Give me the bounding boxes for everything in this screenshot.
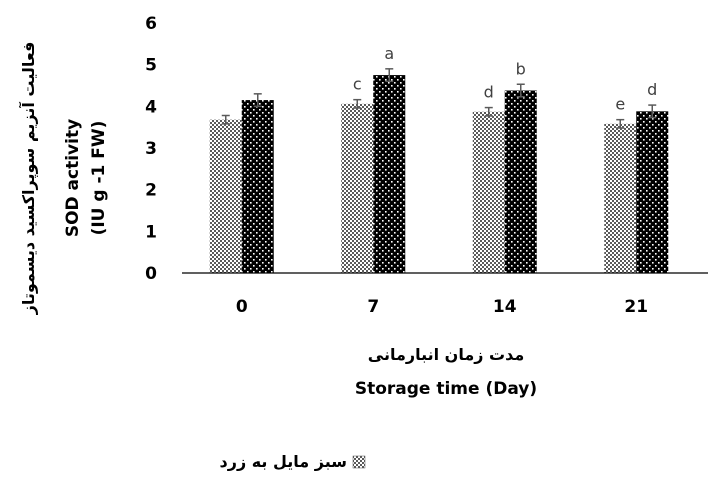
- y-axis-title-persian: فعالیت آنزیم سوپراکسید دیسموتاز: [18, 42, 39, 316]
- x-axis-title-persian: مدت زمان انبارمانی: [368, 345, 525, 364]
- x-axis-ticks: 0 7 14 21: [236, 297, 648, 317]
- bar-series-1: [604, 123, 637, 273]
- bar-series-1: [209, 119, 242, 274]
- x-axis-title-english: Storage time (Day): [355, 379, 537, 399]
- bar-series-2: [373, 75, 406, 273]
- significance-label: a: [384, 44, 394, 63]
- error-bars: [221, 68, 657, 129]
- y-axis-title-english-2: (IU g -1 FW): [89, 121, 109, 236]
- y-tick-label: 2: [145, 181, 157, 201]
- x-tick-label: 21: [624, 297, 648, 317]
- significance-label: c: [353, 75, 362, 94]
- legend-swatch-series-1: [352, 455, 366, 469]
- significance-label: d: [647, 80, 657, 99]
- bar-series-1: [341, 103, 374, 273]
- y-tick-label: 4: [145, 97, 157, 117]
- significance-label: b: [516, 59, 526, 78]
- y-tick-label: 1: [145, 222, 157, 242]
- bars: [209, 75, 669, 274]
- significance-labels: c a d b e d: [353, 44, 657, 114]
- significance-label: e: [615, 95, 625, 114]
- x-tick-label: 14: [493, 297, 517, 317]
- significance-label: d: [484, 83, 494, 102]
- x-tick-label: 0: [236, 297, 248, 317]
- x-tick-label: 7: [367, 297, 379, 317]
- y-tick-label: 0: [145, 264, 157, 284]
- bar-series-2: [504, 90, 537, 273]
- y-tick-label: 3: [145, 139, 157, 159]
- legend-label-series-1: سبز مایل به زرد: [220, 452, 347, 471]
- y-axis-title-english-1: SOD activity: [63, 119, 83, 237]
- legend: سبز مایل به زرد: [220, 452, 366, 471]
- y-tick-label: 6: [145, 14, 157, 34]
- bar-series-2: [636, 111, 669, 273]
- y-axis-ticks: 0 1 2 3 4 5 6: [145, 14, 157, 284]
- bar-series-1: [472, 111, 505, 273]
- bar-series-2: [241, 100, 274, 273]
- y-tick-label: 5: [145, 56, 157, 76]
